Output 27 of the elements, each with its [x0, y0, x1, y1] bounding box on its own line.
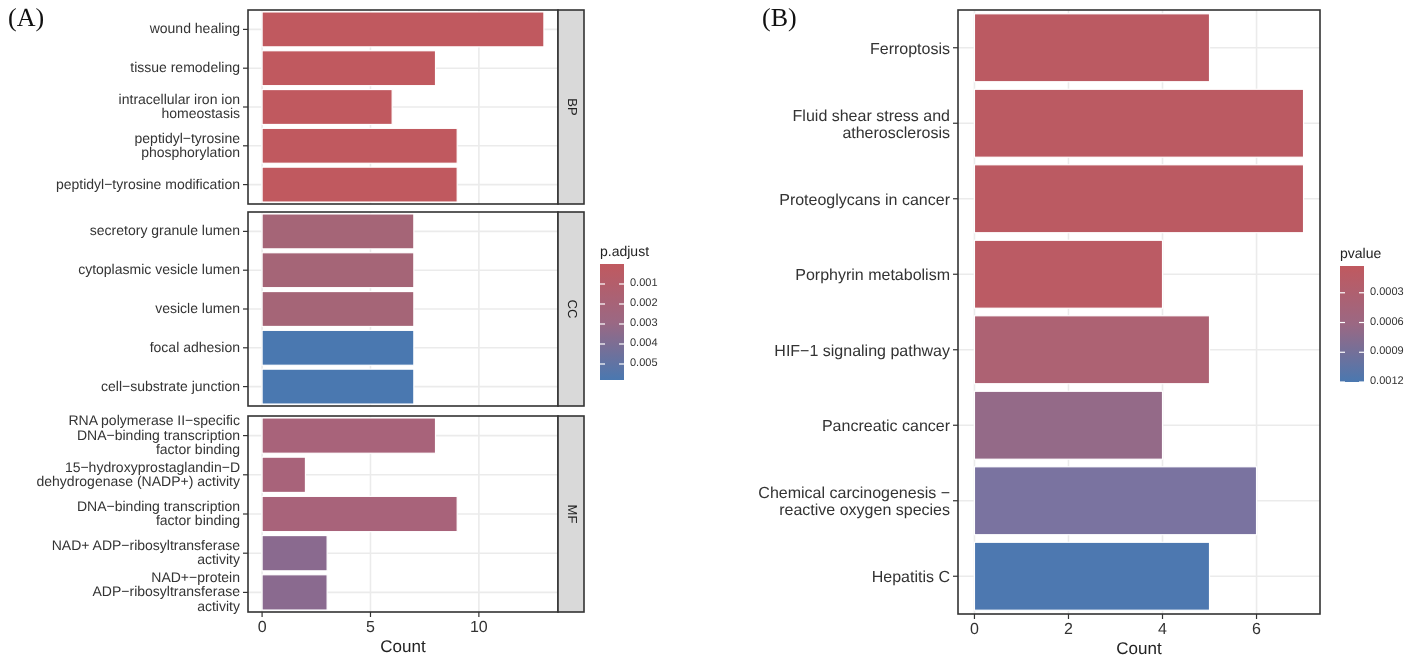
- y-tick-label: Pancreatic cancer: [821, 416, 951, 435]
- bar: [973, 466, 1258, 536]
- bar: [973, 164, 1305, 234]
- y-tick-label: Ferroptosis: [869, 38, 950, 57]
- bar: [973, 390, 1164, 460]
- bar: [973, 88, 1305, 158]
- y-tick-label: Proteoglycans in cancer: [779, 189, 951, 208]
- y-tick-label: Hepatitis C: [871, 567, 951, 586]
- bar: [973, 541, 1211, 611]
- bar: [973, 13, 1211, 83]
- y-tick-label: Chemical carcinogenesis − reactive oxygen species: [758, 483, 951, 519]
- y-tick-label: Fluid shear stress and atherosclerosis: [792, 105, 950, 141]
- chart-title: (B): [762, 2, 797, 32]
- x-axis-title: Count: [380, 636, 427, 656]
- x-tick-label: 0: [257, 618, 268, 636]
- x-tick-label: 10: [469, 618, 489, 636]
- y-tick-label: Porphyrin metabolism: [795, 265, 951, 284]
- x-tick-label: 6: [1252, 620, 1263, 638]
- bar: [973, 239, 1164, 309]
- x-tick-label: 0: [970, 620, 980, 638]
- x-tick-label: 2: [1064, 620, 1075, 638]
- text: (A): [8, 2, 45, 32]
- x-axis-title: Count: [1116, 638, 1163, 656]
- x-tick-label: 4: [1158, 620, 1169, 638]
- y-tick-label: HIF−1 signaling pathway: [774, 340, 950, 359]
- x-tick-label: 5: [366, 618, 377, 636]
- bar: [973, 315, 1211, 385]
